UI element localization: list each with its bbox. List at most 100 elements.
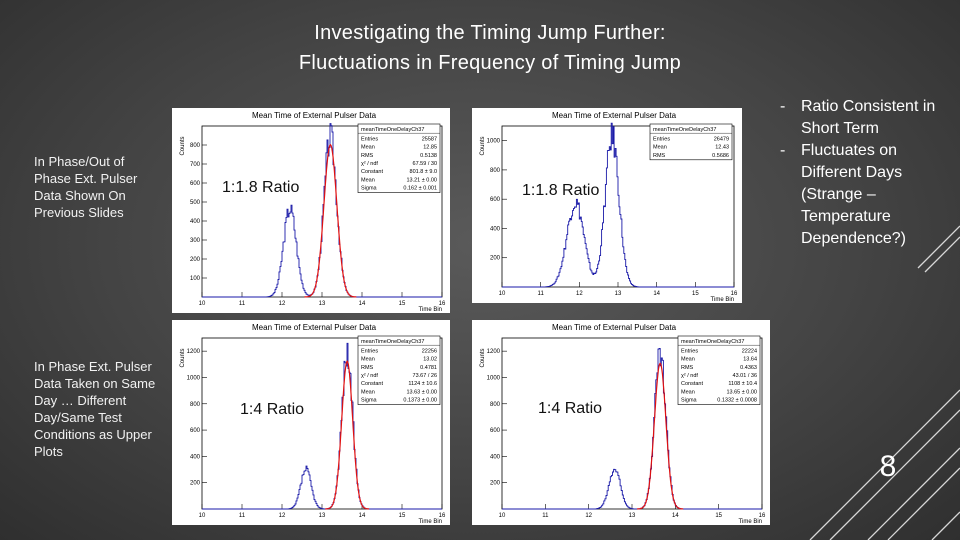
stats-value: 12.43 <box>715 145 729 151</box>
gaussian-fit-curve <box>325 360 370 510</box>
x-axis-label: Time Bin <box>711 297 734 303</box>
y-tick-label: 800 <box>190 143 201 149</box>
stats-value: 0.4781 <box>420 365 437 371</box>
slide-title: Investigating the Timing Jump Further: F… <box>180 18 800 78</box>
bullet-text: Ratio Consistent in Short Term <box>801 98 936 137</box>
stats-value: 0.1332 ± 0.0008 <box>717 398 757 404</box>
title-line-2: Fluctuations in Frequency of Timing Jump <box>298 52 682 74</box>
stats-key: Sigma <box>681 398 698 404</box>
bullet-dash: - <box>780 98 786 115</box>
stats-value: 43.01 / 36 <box>733 373 757 379</box>
stats-key: Mean <box>681 357 695 363</box>
x-tick-label: 14 <box>359 513 366 519</box>
y-tick-label: 400 <box>190 219 201 225</box>
histogram-series <box>502 122 734 288</box>
histogram-panel-bottom-left: Mean Time of External Pulser Data Counts T… <box>172 320 450 525</box>
ratio-label: 1:1.8 Ratio <box>222 179 300 196</box>
y-axis-label: Counts <box>180 348 186 367</box>
histogram-bottom-left: Mean Time of External Pulser Data Counts T… <box>180 323 446 525</box>
y-tick-label: 200 <box>190 481 201 487</box>
stats-key: Entries <box>681 348 698 354</box>
stats-key: Mean <box>653 145 667 151</box>
histogram-panel-top-left: Mean Time of External Pulser Data Counts T… <box>172 108 450 313</box>
gaussian-fit-curve <box>304 143 357 298</box>
stats-key: Entries <box>361 136 378 142</box>
y-axis-label: Counts <box>480 348 486 367</box>
page-number: 8 <box>879 450 897 483</box>
stats-key: Mean <box>361 177 375 183</box>
x-tick-label: 11 <box>239 513 246 519</box>
y-tick-label: 600 <box>490 197 501 203</box>
stats-key: RMS <box>361 153 374 159</box>
y-tick-label: 1200 <box>187 349 201 355</box>
bullet-dash: - <box>780 142 786 159</box>
x-tick-label: 10 <box>499 291 506 297</box>
x-tick-label: 16 <box>439 301 446 307</box>
stats-key: Sigma <box>361 186 378 192</box>
x-tick-label: 13 <box>319 301 326 307</box>
note-top: In Phase/Out of Phase Ext. Pulser Data S… <box>34 154 138 220</box>
gaussian-fit-curve <box>637 362 684 510</box>
stats-value: 67.59 / 30 <box>413 161 437 167</box>
x-axis-label: Time Bin <box>739 519 762 525</box>
x-tick-label: 11 <box>542 513 549 519</box>
y-tick-label: 400 <box>190 454 201 460</box>
x-tick-label: 12 <box>279 301 286 307</box>
bullet-item: - Ratio Consistent in Short Term <box>780 96 945 140</box>
stats-value: 0.162 ± 0.001 <box>403 186 437 192</box>
stats-key: Mean <box>681 389 695 395</box>
x-tick-label: 16 <box>759 513 766 519</box>
x-tick-label: 14 <box>672 513 679 519</box>
stats-value: 26479 <box>714 136 729 142</box>
bullet-item: - Fluctuates on Different Days (Strange … <box>780 140 945 250</box>
stats-key: Entries <box>361 348 378 354</box>
stats-key: χ² / ndf <box>681 373 698 379</box>
y-tick-label: 800 <box>190 402 201 408</box>
x-tick-label: 10 <box>199 513 206 519</box>
stats-value: 13.63 ± 0.00 <box>406 389 437 395</box>
stats-key: Constant <box>361 169 383 175</box>
x-tick-label: 14 <box>653 291 660 297</box>
y-axis-label: Counts <box>480 136 486 155</box>
stats-value: 0.1373 ± 0.00 <box>403 398 437 404</box>
y-tick-label: 100 <box>190 276 201 282</box>
x-tick-label: 15 <box>399 513 406 519</box>
x-axis-label: Time Bin <box>419 519 442 525</box>
y-tick-label: 600 <box>490 428 501 434</box>
stats-key: RMS <box>653 153 666 159</box>
x-tick-label: 12 <box>585 513 592 519</box>
stats-box <box>357 123 441 193</box>
stats-key: Constant <box>361 381 383 387</box>
y-tick-label: 500 <box>190 200 201 206</box>
bullet-list: - Ratio Consistent in Short Term - Fluct… <box>780 96 945 250</box>
y-tick-label: 700 <box>190 162 201 168</box>
stats-box <box>677 335 761 405</box>
ratio-label: 1:4 Ratio <box>240 401 305 418</box>
title-line-1: Investigating the Timing Jump Further: <box>314 22 666 44</box>
x-tick-label: 15 <box>692 291 699 297</box>
y-tick-label: 800 <box>490 402 501 408</box>
histogram-series <box>502 348 762 510</box>
stats-value: 73.67 / 26 <box>413 373 437 379</box>
stats-key: RMS <box>361 365 374 371</box>
stats-name: meanTimeOneDelayCh37 <box>681 339 744 345</box>
stats-key: Mean <box>361 357 375 363</box>
stats-value: 1124 ± 10.6 <box>408 381 437 387</box>
stats-value: 12.85 <box>423 145 437 151</box>
x-tick-label: 10 <box>499 513 506 519</box>
note-bottom: In Phase Ext. Pulser Data Taken on Same … <box>34 359 156 459</box>
histogram-bottom-right: Mean Time of External Pulser Data Counts T… <box>480 323 766 525</box>
x-tick-label: 11 <box>538 291 545 297</box>
x-axis-label: Time Bin <box>419 307 442 313</box>
stats-key: χ² / ndf <box>361 161 378 167</box>
stats-value: 25587 <box>422 136 437 142</box>
y-tick-label: 800 <box>490 168 501 174</box>
stats-key: Entries <box>653 136 670 142</box>
stats-value: 801.8 ± 9.0 <box>410 169 437 175</box>
stats-value: 1108 ± 10.4 <box>728 381 757 387</box>
ratio-label: 1:1.8 Ratio <box>522 182 600 199</box>
y-axis-label: Counts <box>180 136 186 155</box>
y-tick-label: 600 <box>190 428 201 434</box>
ratio-label: 1:4 Ratio <box>538 400 603 417</box>
